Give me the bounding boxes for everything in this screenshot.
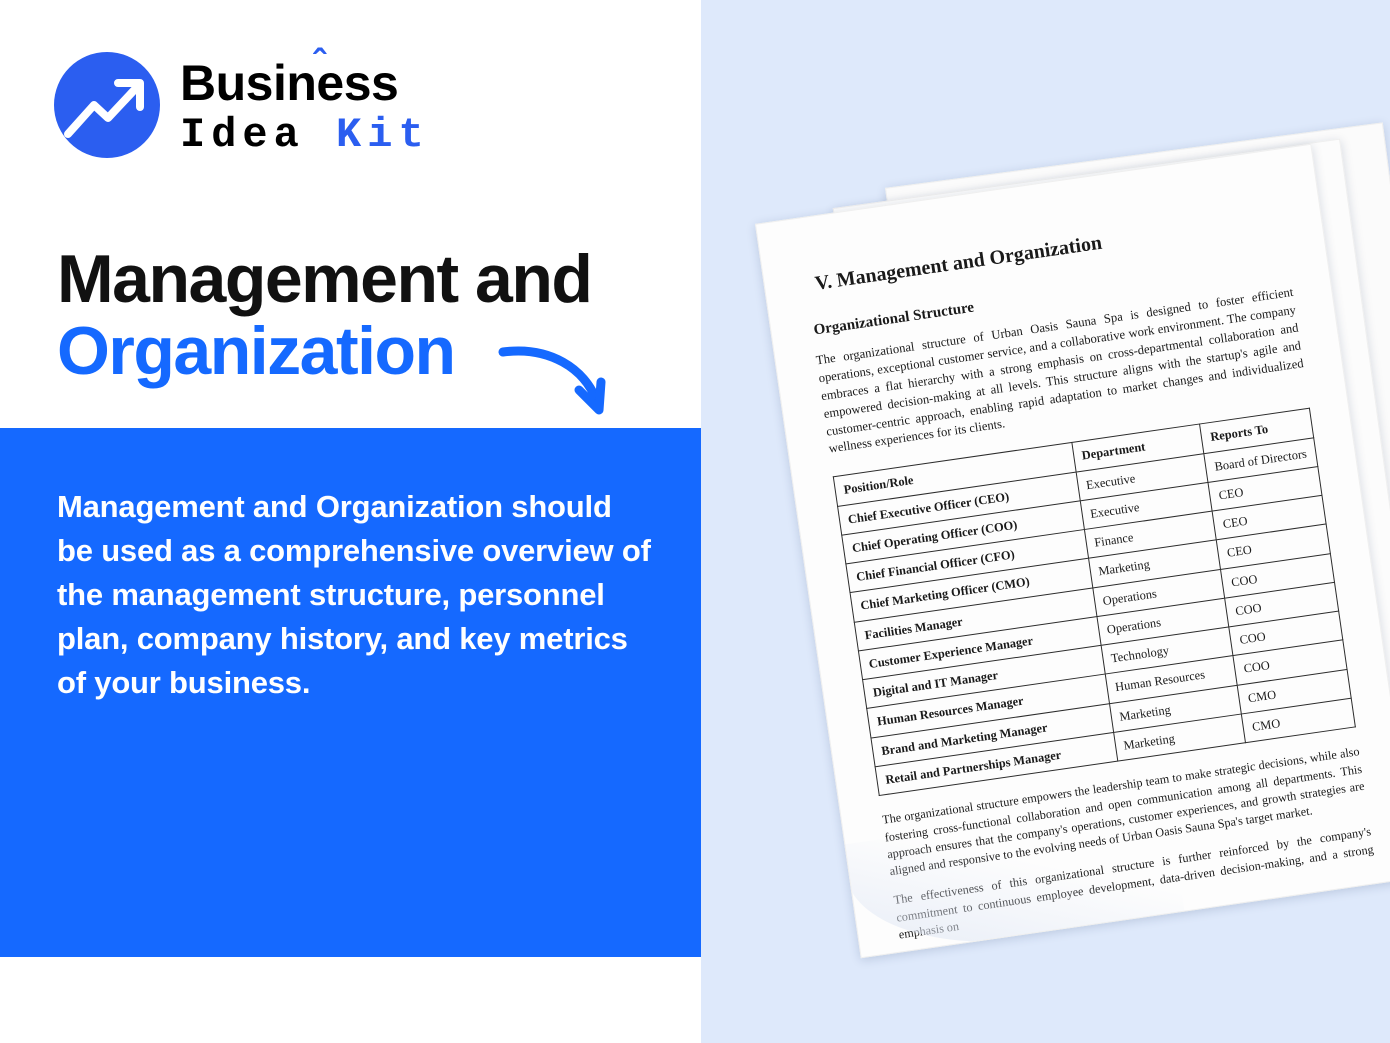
page-title-line1: Management and [57, 241, 593, 317]
document-page-front[interactable]: V. Management and Organization Organizat… [754, 143, 1390, 959]
document-content: V. Management and Organization Organizat… [756, 145, 1390, 958]
page-title-line2: Organization [57, 313, 456, 390]
description-text: Management and Organization should be us… [57, 489, 651, 701]
brand-name-line1: Business ˆ [180, 45, 430, 111]
page-title: Management and Organization [57, 243, 677, 387]
document-stack: V. Management and Organization Organizat… [754, 120, 1390, 959]
brand-name-line1-text: Business [180, 55, 399, 111]
brand-name-idea: Idea [180, 111, 305, 159]
brand-name-kit: Kit [336, 111, 430, 159]
org-structure-table: Position/Role Department Reports To Chie… [833, 408, 1356, 796]
background-white-bottom-left [0, 957, 701, 1043]
circumflex-accent-icon: ˆ [313, 43, 326, 85]
background-blue-description-panel [0, 428, 701, 957]
brand-name-line2: Idea Kit [180, 114, 430, 156]
trend-arrow-circle-icon [52, 50, 162, 160]
brand-wordmark: Business ˆ Idea Kit [180, 45, 430, 156]
brand-logo[interactable]: Business ˆ Idea Kit [52, 45, 430, 160]
document-title: V. Management and Organization [813, 231, 1104, 295]
